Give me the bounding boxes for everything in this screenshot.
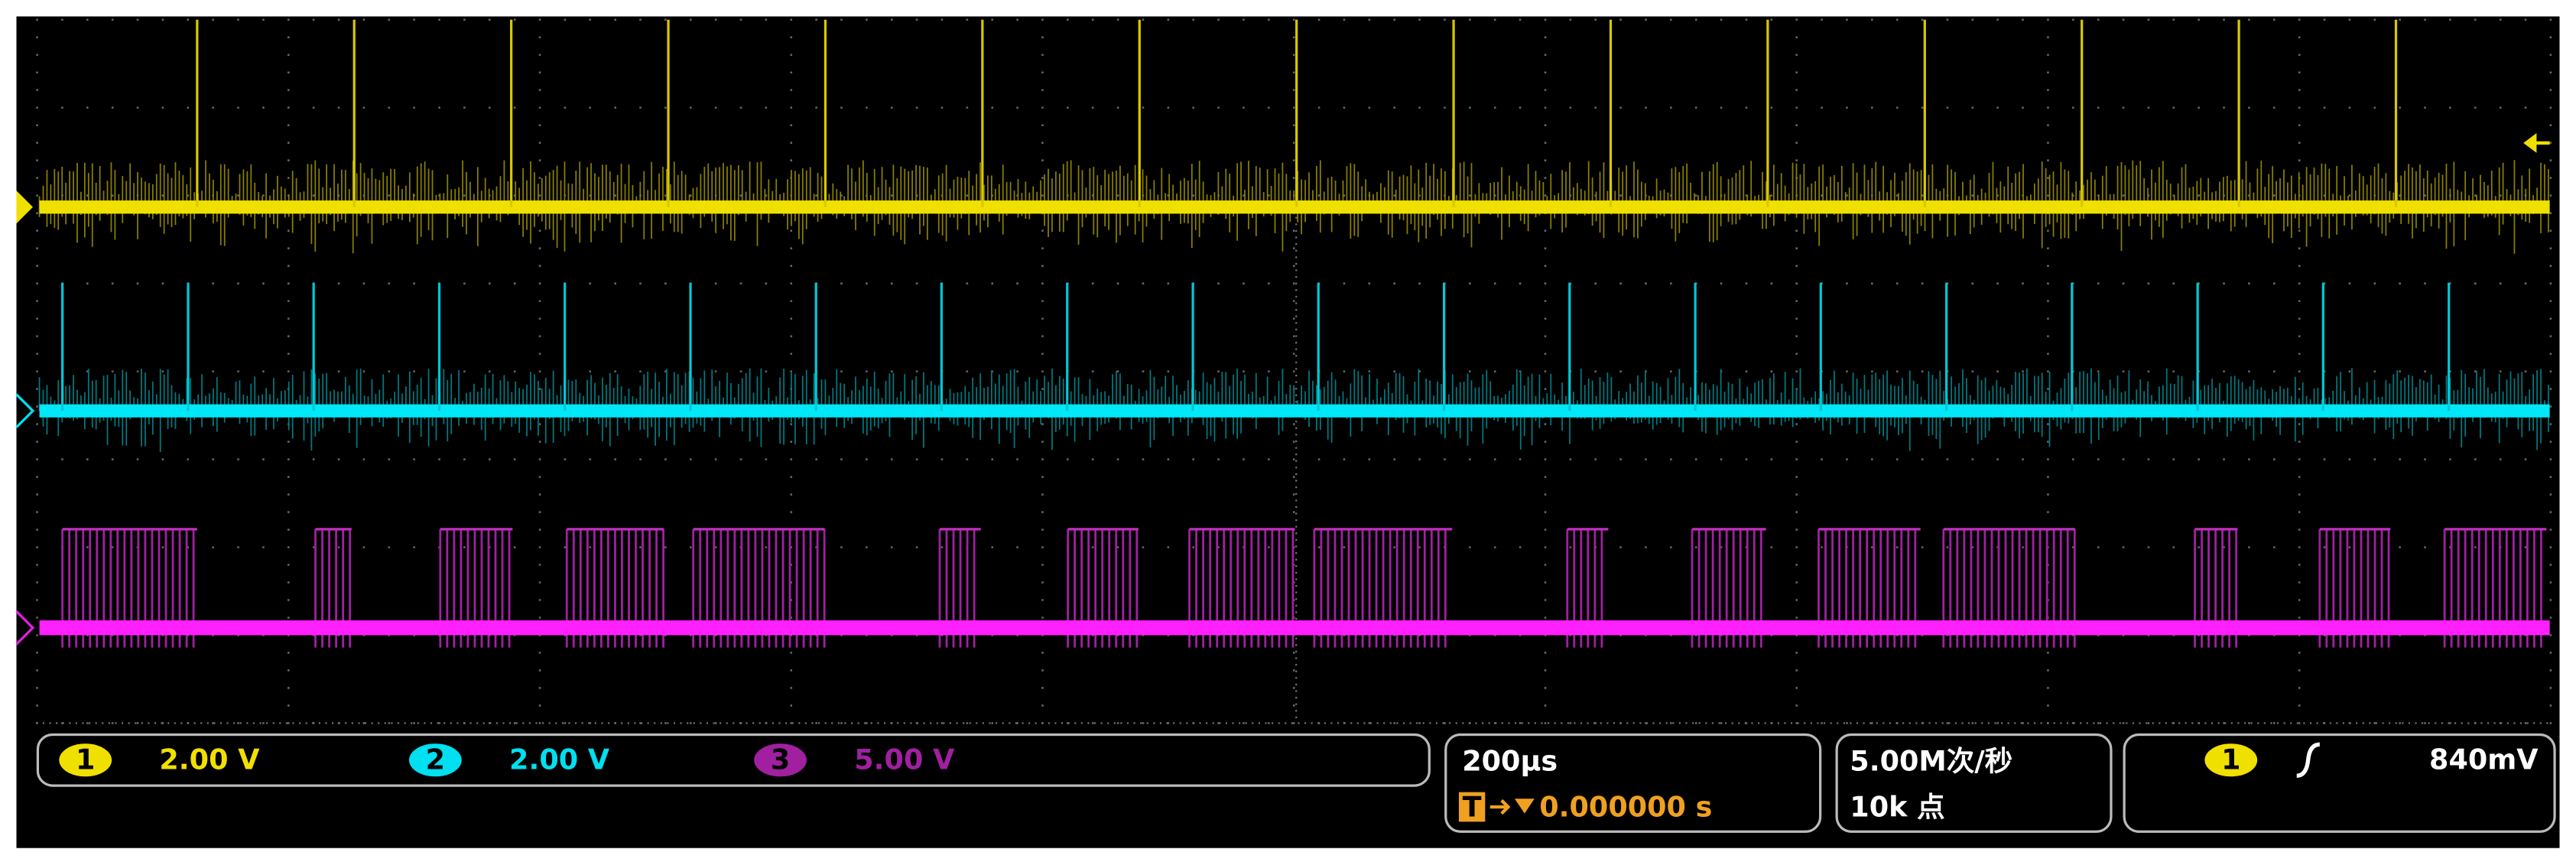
ch3-scale: 5.00 V	[854, 743, 955, 776]
ch1-scale: 2.00 V	[159, 743, 260, 776]
ch2-badge	[409, 743, 462, 777]
ch3-marker	[15, 610, 35, 646]
ch1-spikes	[196, 19, 2398, 207]
ch3-badge	[754, 743, 807, 777]
ch3-number: 3	[771, 743, 790, 776]
trigger-level: 840mV	[2429, 743, 2539, 776]
time-reference-badge	[1458, 792, 1486, 822]
record-length: 10k 点	[1850, 791, 1944, 824]
acquisition-panel	[1835, 733, 2113, 833]
trigger-point-icon	[1515, 799, 1535, 814]
rising-edge-icon	[2296, 742, 2321, 778]
arrow-icon	[1489, 799, 1511, 815]
vertical-panel	[36, 733, 1431, 787]
ch2-marker	[15, 393, 35, 428]
ch1-number: 1	[76, 743, 95, 776]
trigger-channel: 1	[2221, 743, 2240, 776]
ch1-marker	[16, 190, 33, 224]
ch3-burst-lines	[61, 529, 2542, 648]
display	[16, 16, 2560, 848]
waveforms	[38, 19, 2550, 648]
trigger-panel	[2123, 733, 2556, 833]
trigger-channel-badge	[2204, 743, 2258, 777]
ch1-badge	[59, 743, 112, 777]
time-reference: T	[1463, 791, 1482, 824]
ch2-scale: 2.00 V	[509, 743, 610, 776]
trigger-position: 0.000000 s	[1539, 791, 1712, 824]
horizontal-panel	[1444, 733, 1822, 833]
ch2-spikes	[61, 282, 2451, 411]
timebase: 200µs	[1462, 745, 1558, 778]
trigger-level-marker	[2523, 133, 2550, 153]
ch2-number: 2	[426, 743, 445, 776]
sample-rate: 5.00M次/秒	[1850, 745, 2012, 778]
